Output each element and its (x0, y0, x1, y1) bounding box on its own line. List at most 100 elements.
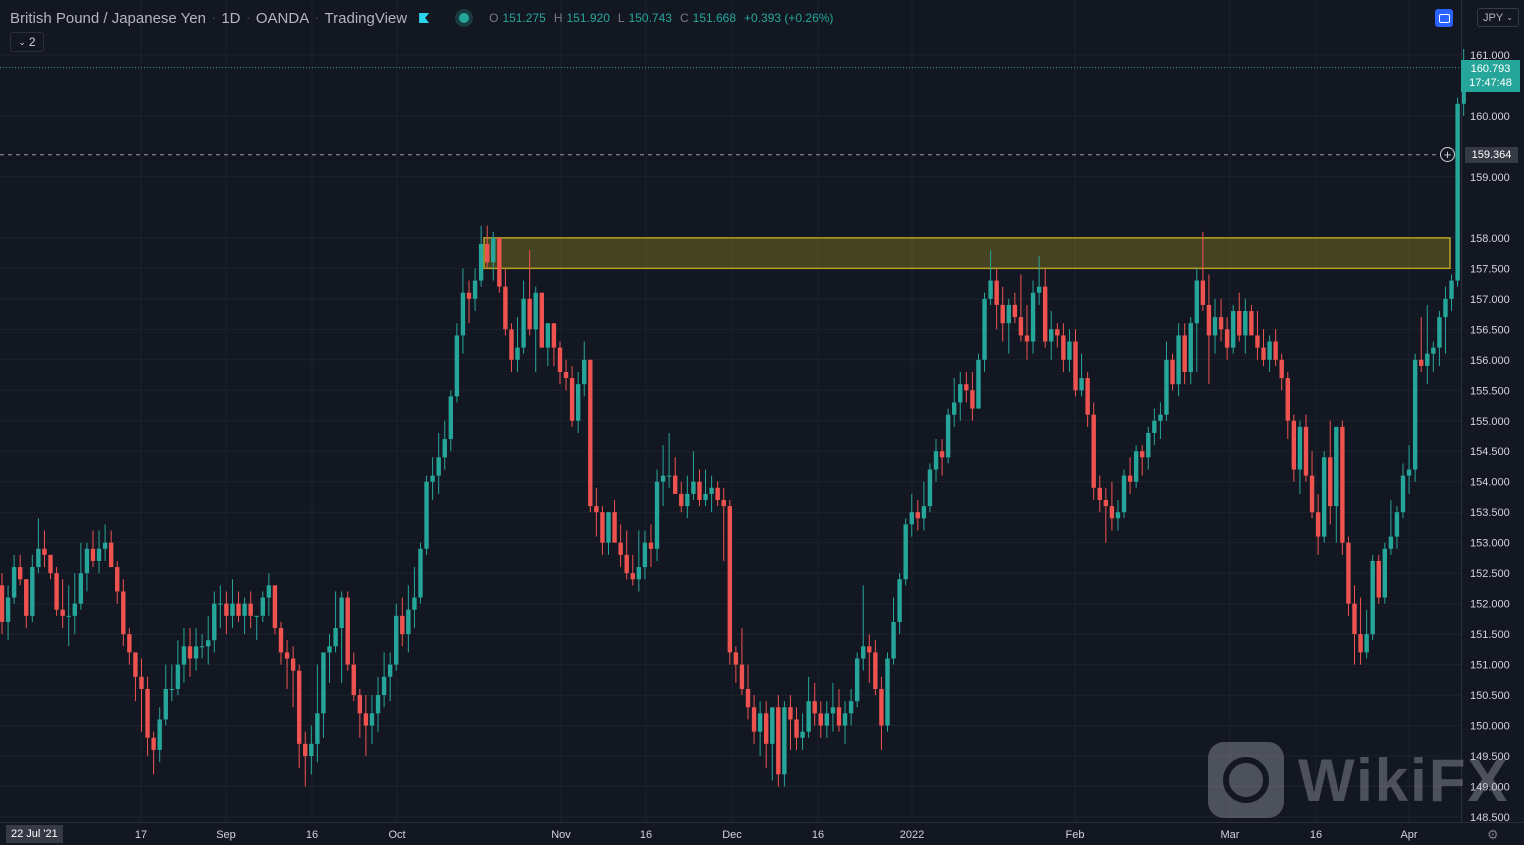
time-tick-label: 17 (135, 829, 147, 841)
candle-body (679, 493, 684, 507)
candle (503, 268, 508, 336)
candle-body (1419, 359, 1424, 366)
candle (448, 390, 454, 452)
candle-body (260, 597, 265, 616)
candle-body (952, 402, 957, 415)
candle-body (327, 646, 332, 653)
candle-body (867, 646, 872, 653)
candle (612, 500, 617, 543)
candle (272, 585, 278, 635)
candle (648, 524, 654, 568)
candle-body (1115, 512, 1121, 519)
candle-body (794, 719, 799, 738)
candle-body (1303, 426, 1309, 476)
add-alert-plus-icon[interactable]: + (1440, 147, 1455, 162)
candle (1382, 542, 1388, 604)
time-tick-label: Oct (388, 829, 405, 841)
resistance-zone[interactable] (483, 237, 1451, 270)
low-label: L (617, 11, 625, 25)
candle (642, 530, 648, 580)
candle-body (503, 286, 508, 330)
price-tick-label: 157.000 (1470, 294, 1510, 306)
time-axis[interactable]: 17 Sep 16 Oct Nov 16 Dec 16 2022 Feb Mar 16 Apr (135, 829, 1418, 841)
time-tick-label: Dec (722, 829, 742, 841)
candle-body (1328, 457, 1333, 507)
candle (491, 231, 496, 281)
candle-body (406, 609, 411, 635)
candle (1388, 500, 1394, 555)
candle-body (763, 713, 769, 744)
candle (563, 359, 569, 391)
candle (1261, 329, 1266, 366)
flag-icon[interactable] (419, 13, 430, 23)
candle-body (1394, 512, 1400, 537)
candle (1218, 298, 1224, 342)
close-value: 151.668 (692, 11, 737, 25)
low-value: 150.743 (628, 11, 672, 25)
candle-body (1370, 560, 1375, 635)
candle-body (1425, 353, 1430, 366)
candle-body (666, 475, 672, 477)
price-tick-label: 148.500 (1470, 812, 1510, 824)
candle-body (745, 688, 751, 708)
candle-body (642, 542, 648, 568)
candle-body (1358, 634, 1363, 653)
candle-body (212, 603, 217, 641)
candle (181, 628, 187, 683)
last-price-label: 160.793 17:47:48 (1461, 60, 1520, 92)
candle (982, 292, 987, 372)
candle-body (988, 280, 993, 299)
candle (618, 524, 623, 568)
candle (11, 554, 17, 604)
screenshot-toggle-button[interactable] (1435, 9, 1453, 27)
candle (218, 585, 223, 629)
candle (1000, 286, 1005, 342)
candle-body (108, 542, 114, 568)
candle (976, 353, 981, 409)
candle (885, 652, 890, 732)
candle (521, 280, 526, 354)
candle-body (139, 676, 144, 689)
candle-body (1255, 335, 1260, 348)
price-tick-label: 157.500 (1470, 263, 1510, 275)
interval-label[interactable]: 1D (221, 9, 241, 27)
candle (1394, 506, 1400, 549)
currency-button[interactable]: JPY ⌄ (1477, 8, 1519, 27)
candle (1212, 298, 1218, 354)
candle (1103, 487, 1109, 543)
candle (175, 640, 181, 696)
candle-body (691, 481, 696, 494)
candle (903, 518, 908, 586)
candle (1067, 329, 1072, 372)
candle (436, 432, 441, 494)
indicators-collapse-button[interactable]: ⌄ 2 (10, 32, 44, 52)
candle (315, 664, 320, 763)
wikifx-logo-icon (1208, 742, 1284, 818)
candle (102, 524, 108, 561)
ohlc-values: O 151.275 H 151.920 L 150.743 C 151.668 +0.3… (489, 11, 837, 25)
candle (727, 500, 732, 665)
candle-body (424, 481, 429, 549)
candle-body (24, 579, 29, 616)
candle (17, 554, 23, 586)
candle-body (17, 567, 23, 580)
candle-body (369, 713, 375, 726)
crosshair-price-label: 159.364 (1465, 147, 1518, 163)
price-axis[interactable]: 148.500 149.000 149.500 150.000 150.500 151.0… (1470, 50, 1510, 824)
candle (600, 506, 605, 555)
candle (1315, 493, 1321, 555)
candle (321, 652, 326, 738)
change-value: +0.393 (+0.26%) (744, 11, 834, 25)
candle-body (575, 384, 581, 421)
symbol-title[interactable]: British Pound / Japanese Yen (10, 9, 206, 27)
candle (915, 500, 921, 531)
candle-body (964, 384, 969, 391)
candle (861, 585, 866, 671)
candle (697, 469, 702, 507)
settings-gear-icon[interactable]: ⚙ (1487, 827, 1499, 842)
candle-body (551, 323, 557, 348)
candle-body (66, 615, 71, 617)
candle-body (1267, 341, 1272, 360)
candles (0, 48, 1466, 787)
